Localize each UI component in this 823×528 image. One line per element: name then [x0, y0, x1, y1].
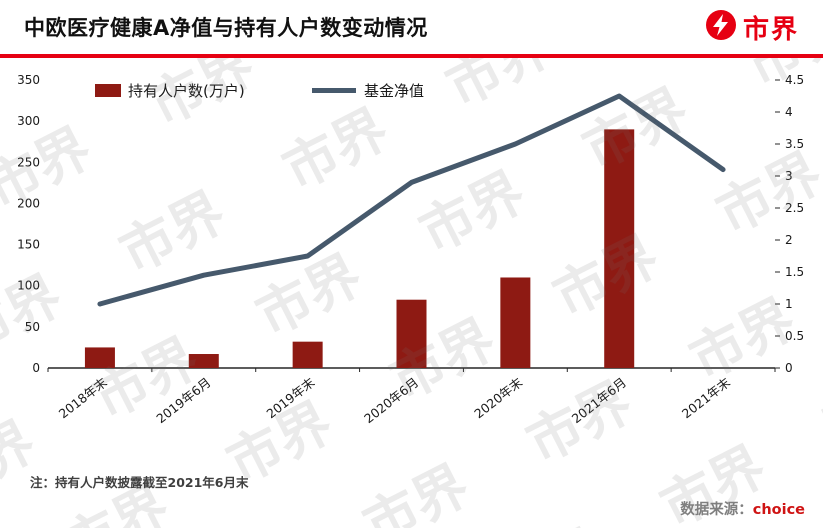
right-axis-tick: 0.5: [785, 329, 804, 343]
left-axis-tick: 50: [25, 320, 40, 334]
x-axis-label: 2018年末: [56, 374, 110, 421]
right-axis-tick: 4.5: [785, 73, 804, 87]
right-axis-tick: 3: [785, 169, 793, 183]
lightning-logo-icon: [705, 9, 737, 45]
brand-logo: 市界: [705, 9, 799, 46]
right-axis-tick: 0: [785, 361, 793, 375]
bar-2019年末: [292, 341, 323, 368]
left-axis-tick: 150: [17, 238, 40, 252]
left-axis-tick: 100: [17, 279, 40, 293]
data-source-value: choice: [752, 502, 805, 518]
bar-2020年6月: [396, 299, 427, 368]
data-source: 数据来源：choice: [680, 498, 805, 519]
right-axis-tick: 1.5: [785, 265, 804, 279]
x-axis-label: 2019年末: [263, 374, 317, 421]
left-axis-tick: 200: [17, 196, 40, 210]
bar-2021年6月: [604, 129, 635, 368]
x-axis-label: 2021年末: [679, 374, 733, 421]
page-title: 中欧医疗健康A净值与持有人户数变动情况: [24, 16, 428, 40]
right-axis-tick: 2: [785, 233, 793, 247]
right-axis-tick: 4: [785, 105, 793, 119]
net-value-line: [97, 93, 726, 307]
left-axis-tick: 300: [17, 114, 40, 128]
right-axis-tick: 1: [785, 297, 793, 311]
x-axis-label: 2020年6月: [361, 375, 421, 427]
legend-line-label: 基金净值: [364, 82, 424, 100]
x-axis-label: 2020年末: [471, 374, 525, 421]
left-axis-tick: 250: [17, 155, 40, 169]
bar-2018年末: [84, 347, 115, 368]
x-axis-label: 2021年6月: [569, 375, 629, 427]
right-axis-tick: 2.5: [785, 201, 804, 215]
chart-area: 0 50 100 150 200 250 300 350 0 0.5 1 1.5 2 2.5 3 3.5 4 4.…: [0, 58, 823, 460]
right-axis-tick: 3.5: [785, 137, 804, 151]
left-axis-tick: 350: [17, 73, 40, 87]
bar-2020年末: [500, 277, 531, 368]
combo-chart: 0 50 100 150 200 250 300 350 0 0.5 1 1.5 2 2.5 3 3.5 4 4.…: [17, 73, 804, 427]
brand-logo-text: 市界: [742, 14, 799, 45]
x-axis-label: 2019年6月: [153, 375, 213, 427]
legend-bar-swatch: [95, 84, 121, 97]
bar-2019年6月: [188, 354, 219, 368]
footnote: 注：持有人户数披露截至2021年6月末: [30, 475, 249, 490]
data-source-label: 数据来源：: [680, 502, 753, 518]
legend-bar-label: 持有人户数(万户): [128, 82, 245, 100]
header: 中欧医疗健康A净值与持有人户数变动情况 市界: [0, 0, 823, 58]
left-axis-tick: 0: [32, 361, 40, 375]
